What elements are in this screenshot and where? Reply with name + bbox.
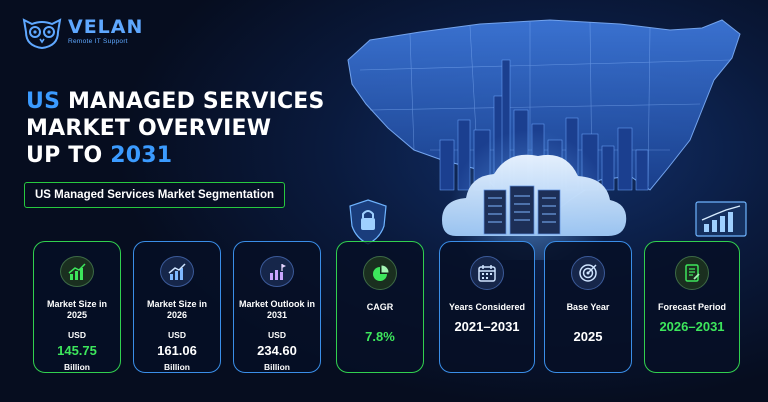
- card-value: 145.75: [57, 343, 97, 358]
- card-forecast-period: Forecast Period 2026–2031: [644, 241, 740, 373]
- card-label: Market Size in 2025: [46, 299, 108, 320]
- growth-chart-icon: [60, 256, 94, 287]
- card-unit: USD: [68, 330, 86, 340]
- shield-lock-icon: [349, 199, 387, 245]
- pie-chart-icon: [363, 256, 397, 290]
- server-racks: [483, 185, 561, 235]
- card-value: 7.8%: [365, 329, 395, 344]
- laptop-chart-icon: [695, 201, 747, 237]
- title-line3: UP TO: [26, 143, 111, 168]
- page-title: US MANAGED SERVICES MARKET OVERVIEW UP T…: [26, 88, 325, 169]
- card-market-size-2026: Market Size in 2026 USD 161.06 Billion: [133, 241, 221, 373]
- card-suffix: Billion: [64, 362, 90, 372]
- card-value: 2021–2031: [454, 319, 520, 334]
- velan-logo: VELAN Remote IT Support: [20, 14, 143, 50]
- card-years-considered: Years Considered 2021–2031: [439, 241, 535, 373]
- title-line2: MARKET OVERVIEW: [26, 116, 272, 141]
- card-suffix: Billion: [164, 362, 190, 372]
- card-unit: USD: [268, 330, 286, 340]
- growth-chart-icon: [160, 256, 194, 287]
- card-market-size-2025: Market Size in 2025 USD 145.75 Billion: [33, 241, 121, 373]
- us-map-skyline-illustration: [347, 19, 747, 260]
- card-unit: USD: [168, 330, 186, 340]
- title-accent-us: US: [26, 89, 61, 114]
- segmentation-label: US Managed Services Market Segmentation: [24, 182, 286, 208]
- card-value: 234.60: [257, 343, 297, 358]
- report-icon: [675, 256, 709, 290]
- title-accent-year: 2031: [110, 143, 173, 168]
- target-icon: [571, 256, 605, 290]
- title-line1: MANAGED SERVICES: [60, 89, 325, 114]
- card-cagr: CAGR 7.8%: [336, 241, 424, 373]
- calendar-icon: [470, 256, 504, 290]
- card-base-year: Base Year 2025: [544, 241, 632, 373]
- card-label: Market Size in 2026: [146, 299, 208, 320]
- logo-subtitle: Remote IT Support: [68, 38, 128, 46]
- flag-chart-icon: [260, 256, 294, 287]
- card-value: 2025: [573, 329, 603, 344]
- owl-logo-icon: [22, 18, 62, 50]
- card-label: Forecast Period: [657, 302, 727, 312]
- card-label: Market Outlook in 2031: [238, 299, 315, 320]
- card-label: Base Year: [566, 302, 610, 312]
- card-label: Years Considered: [448, 302, 526, 312]
- card-label: CAGR: [366, 302, 394, 312]
- card-value: 161.06: [157, 343, 197, 358]
- card-value: 2026–2031: [659, 319, 725, 334]
- logo-name: VELAN: [68, 16, 144, 39]
- card-market-outlook-2031: Market Outlook in 2031 USD 234.60 Billio…: [233, 241, 321, 373]
- card-suffix: Billion: [264, 362, 290, 372]
